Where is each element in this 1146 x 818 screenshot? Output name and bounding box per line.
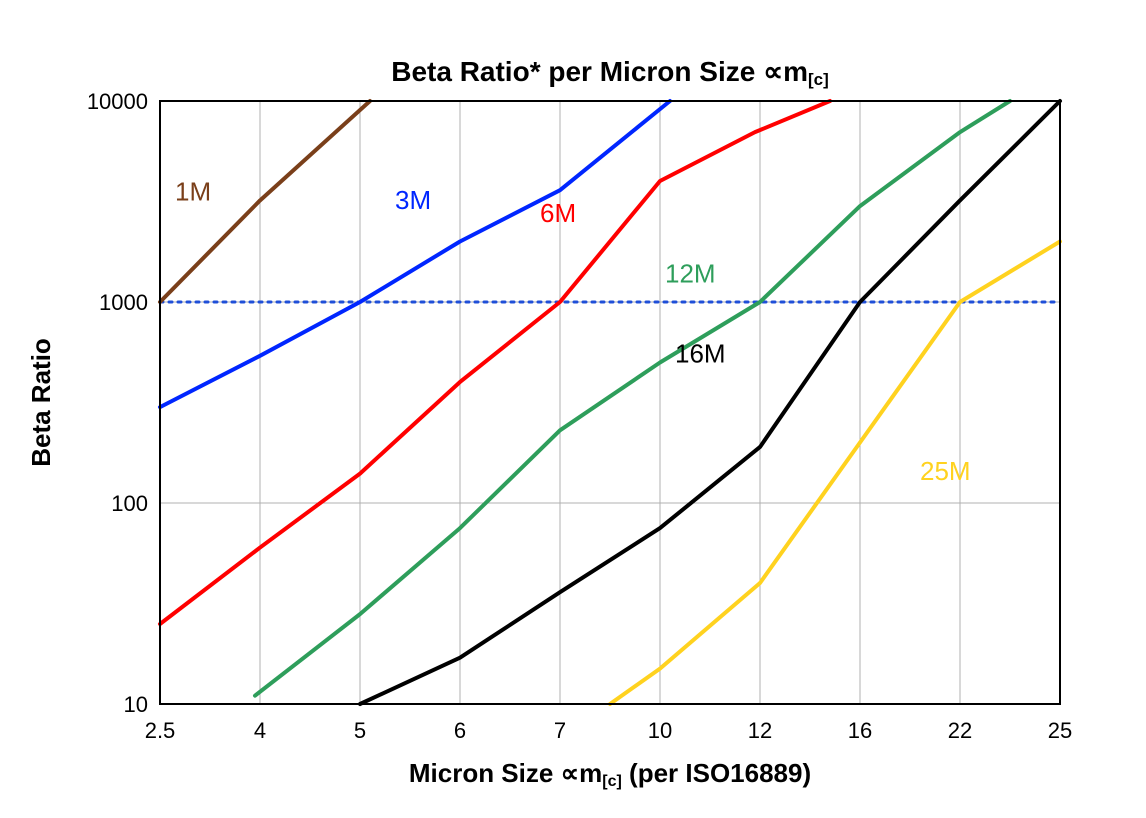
x-tick-label: 10 xyxy=(648,718,672,743)
series-label-12M: 12M xyxy=(665,259,716,289)
x-tick-label: 4 xyxy=(254,718,266,743)
x-tick-label: 16 xyxy=(848,718,872,743)
x-tick-label: 12 xyxy=(748,718,772,743)
x-tick-label: 25 xyxy=(1048,718,1072,743)
x-tick-label: 6 xyxy=(454,718,466,743)
series-label-16M: 16M xyxy=(675,339,726,369)
series-label-3M: 3M xyxy=(395,185,431,215)
y-tick-label: 100 xyxy=(111,491,148,516)
y-tick-label: 10000 xyxy=(87,89,148,114)
x-tick-label: 7 xyxy=(554,718,566,743)
x-tick-label: 22 xyxy=(948,718,972,743)
y-tick-label: 1000 xyxy=(99,290,148,315)
chart-svg: 2.5 4 5 6 7 10 12 16 22 25 10 100 1000 10000 1M 3M 6M 12M… xyxy=(0,0,1146,818)
y-tick-label: 10 xyxy=(124,692,148,717)
x-tick-label: 2.5 xyxy=(145,718,176,743)
chart-container: 2.5 4 5 6 7 10 12 16 22 25 10 100 1000 10000 1M 3M 6M 12M… xyxy=(0,0,1146,818)
chart-title: Beta Ratio* per Micron Size ∝m[c] xyxy=(391,56,829,89)
x-tick-label: 5 xyxy=(354,718,366,743)
series-label-25M: 25M xyxy=(920,456,971,486)
y-axis-label: Beta Ratio xyxy=(26,338,56,467)
series-label-1M: 1M xyxy=(175,176,211,206)
series-label-6M: 6M xyxy=(540,198,576,228)
